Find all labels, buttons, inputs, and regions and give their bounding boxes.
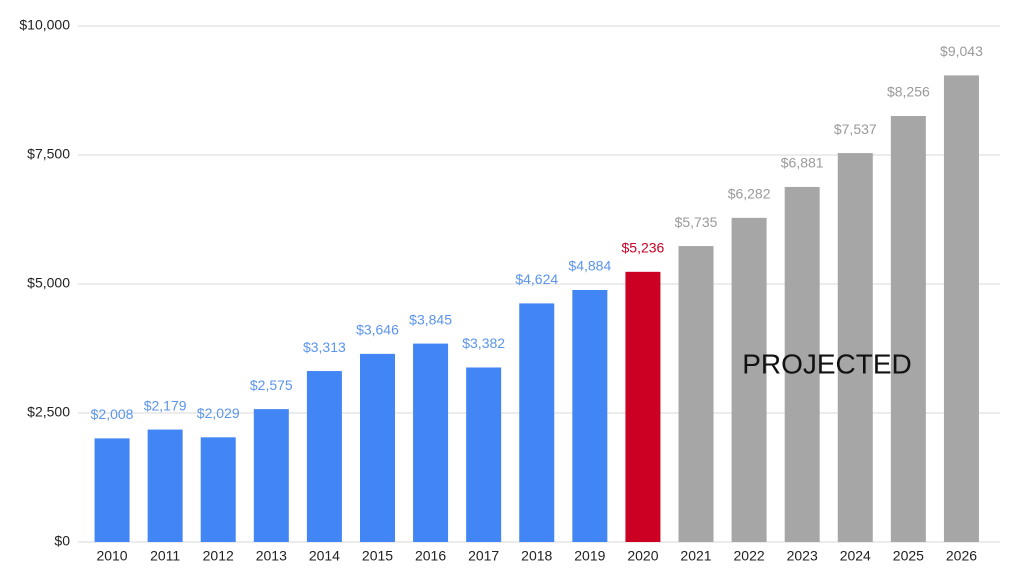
bar	[943, 75, 979, 543]
bar	[253, 409, 289, 542]
bar	[466, 367, 502, 542]
value-label: $6,282	[728, 186, 771, 202]
bar	[413, 343, 449, 542]
x-tick-label: 2015	[362, 548, 393, 564]
x-tick-label: 2018	[521, 548, 552, 564]
value-label: $5,236	[622, 240, 665, 256]
y-tick-label: $7,500	[27, 146, 70, 162]
value-label: $4,624	[515, 271, 558, 287]
x-tick-label: 2011	[150, 548, 180, 564]
bar	[678, 246, 714, 542]
x-tick-label: 2013	[256, 548, 287, 564]
bar	[359, 353, 395, 542]
x-tick-label: 2024	[840, 548, 871, 564]
y-tick-label: $0	[54, 533, 70, 549]
value-label: $5,735	[675, 214, 718, 230]
bar	[837, 153, 873, 542]
bar	[306, 371, 342, 542]
value-label: $3,313	[303, 339, 346, 355]
value-label: $8,256	[887, 84, 930, 100]
y-tick-label: $5,000	[27, 275, 70, 291]
y-tick-label: $10,000	[19, 17, 70, 33]
x-tick-label: 2014	[309, 548, 340, 564]
value-label: $2,179	[144, 397, 187, 413]
x-tick-label: 2021	[680, 548, 711, 564]
bar	[572, 289, 608, 542]
bar	[731, 217, 767, 542]
bar	[625, 271, 661, 542]
value-label: $7,537	[834, 121, 877, 137]
x-tick-label: 2023	[787, 548, 818, 564]
bar	[147, 429, 183, 542]
x-tick-label: 2025	[893, 548, 924, 564]
x-tick-label: 2012	[203, 548, 234, 564]
value-label: $3,646	[356, 322, 399, 338]
bar	[890, 115, 926, 542]
value-label: $4,884	[568, 258, 611, 274]
value-label: $2,575	[250, 377, 293, 393]
value-label: $2,029	[197, 405, 240, 421]
x-tick-label: 2016	[415, 548, 446, 564]
x-tick-label: 2020	[627, 548, 658, 564]
value-label: $2,008	[91, 406, 134, 422]
bar	[94, 438, 130, 542]
bar	[200, 437, 236, 542]
x-tick-label: 2022	[734, 548, 765, 564]
x-tick-label: 2019	[574, 548, 605, 564]
value-label: $3,382	[462, 335, 505, 351]
bar	[519, 303, 555, 542]
y-tick-label: $2,500	[27, 404, 70, 420]
x-tick-label: 2017	[468, 548, 499, 564]
value-label: $6,881	[781, 155, 824, 171]
annotation: PROJECTED	[742, 348, 912, 379]
x-tick-label: 2026	[946, 548, 977, 564]
value-label: $3,845	[409, 311, 452, 327]
x-tick-label: 2010	[96, 548, 127, 564]
value-label: $9,043	[940, 43, 983, 59]
bar	[784, 186, 820, 542]
